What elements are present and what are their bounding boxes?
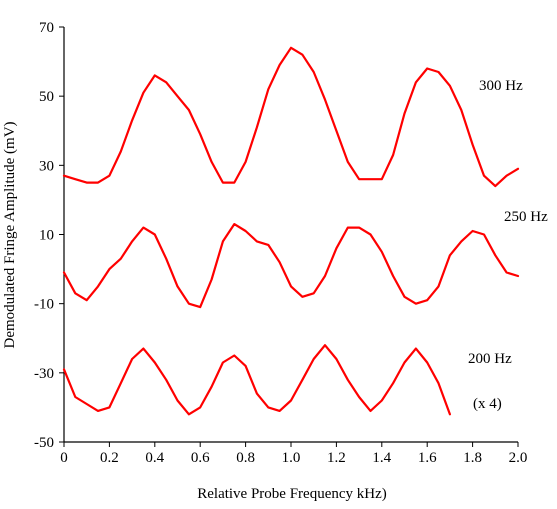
label-300hz: 300 Hz <box>479 78 523 94</box>
series-line-300-hz <box>62 46 520 188</box>
x-tick-label: 0.4 <box>145 450 164 466</box>
x-tick-label: 1.2 <box>327 450 346 466</box>
y-tick-label: -30 <box>34 366 54 382</box>
x-tick-label: 0.8 <box>236 450 255 466</box>
label-scale-factor: (x 4) <box>473 396 502 412</box>
y-tick-label: 50 <box>39 89 54 105</box>
x-tick-label: 0.6 <box>191 450 210 466</box>
x-tick-label: 1.6 <box>418 450 437 466</box>
y-axis-title: Demodulated Fringe Amplitude (mV) <box>2 121 18 348</box>
x-tick-label: 1.0 <box>282 450 301 466</box>
x-tick-label: 0 <box>60 450 68 466</box>
x-tick-label: 2.0 <box>509 450 528 466</box>
y-tick-label: 30 <box>39 158 54 174</box>
ticks: 0 0.2 0.4 0.6 0.8 1.0 1.2 1.4 1.6 1.8 2.0 70 50 30 10 -… <box>34 20 527 466</box>
label-250hz: 250 Hz <box>504 209 548 225</box>
y-tick-label: 70 <box>39 20 54 36</box>
y-tick-label: -50 <box>34 435 54 451</box>
series-line-250-hz <box>62 223 520 309</box>
x-axis-title: Relative Probe Frequency kHz) <box>197 486 387 502</box>
x-tick-label: 1.8 <box>463 450 482 466</box>
axes <box>63 27 518 443</box>
series-line-200-hz <box>62 344 451 416</box>
y-tick-label: -10 <box>34 297 54 313</box>
x-tick-label: 1.4 <box>372 450 391 466</box>
y-tick-label: 10 <box>39 228 54 244</box>
series-labels: 300 Hz 250 Hz 200 Hz (x 4) <box>468 78 548 412</box>
x-tick-label: 0.2 <box>100 450 119 466</box>
label-200hz: 200 Hz <box>468 351 512 367</box>
series-group <box>62 46 520 416</box>
